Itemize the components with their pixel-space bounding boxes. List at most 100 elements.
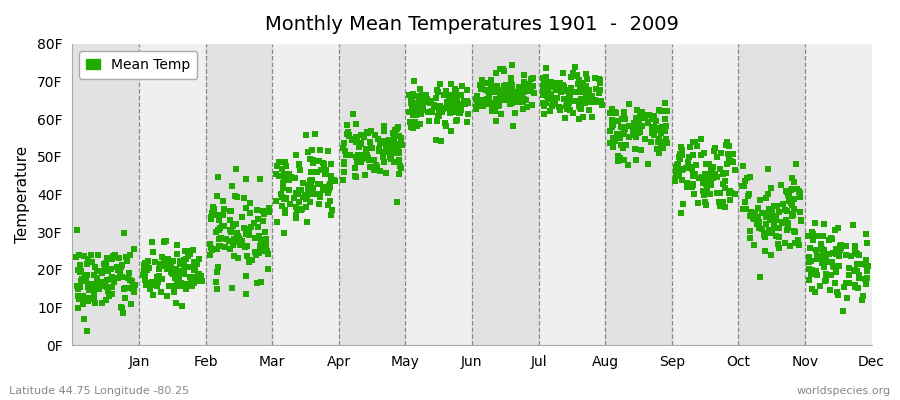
Point [277, 210, 292, 216]
Point [536, 100, 550, 106]
Point [545, 103, 560, 109]
Point [223, 208, 238, 214]
Point [830, 289, 844, 295]
Point [511, 99, 526, 106]
Point [514, 89, 528, 95]
Point [340, 130, 355, 137]
Point [289, 190, 303, 196]
Point [173, 261, 187, 268]
Point [319, 167, 333, 173]
Point [644, 125, 659, 132]
Point [164, 263, 178, 269]
Point [406, 124, 420, 131]
Point [374, 137, 389, 144]
Point [550, 80, 564, 86]
Point [245, 257, 259, 263]
Point [622, 134, 636, 140]
Point [388, 150, 402, 156]
Point [509, 98, 524, 104]
Point [98, 282, 112, 289]
Point [173, 283, 187, 289]
Point [413, 108, 428, 114]
Point [137, 269, 151, 276]
Point [430, 89, 445, 96]
Point [235, 238, 249, 244]
Point [475, 77, 490, 84]
Point [238, 272, 253, 279]
Point [772, 234, 787, 240]
Point [687, 191, 701, 198]
Point [367, 132, 382, 138]
Point [675, 167, 689, 174]
Point [382, 139, 397, 145]
Point [699, 173, 714, 179]
Point [790, 186, 805, 193]
Point [589, 86, 603, 92]
Point [764, 214, 778, 220]
Point [682, 182, 697, 189]
Point [846, 222, 860, 228]
Point [440, 99, 454, 106]
Point [322, 186, 337, 193]
Point [541, 85, 555, 91]
Point [307, 168, 321, 175]
Point [493, 89, 508, 96]
Point [298, 192, 312, 198]
Point [405, 105, 419, 112]
Point [553, 106, 567, 113]
Point [402, 109, 417, 115]
Point [159, 292, 174, 299]
Point [137, 267, 151, 273]
Point [94, 268, 109, 274]
Point [724, 189, 739, 196]
Point [100, 255, 114, 262]
Point [87, 295, 102, 301]
Point [306, 185, 320, 191]
Point [384, 140, 399, 146]
Point [325, 207, 339, 213]
Point [84, 252, 98, 258]
Point [859, 262, 873, 268]
Point [810, 256, 824, 262]
Point [593, 98, 608, 104]
Point [440, 100, 454, 106]
Point [409, 100, 423, 107]
Point [237, 224, 251, 231]
Point [727, 167, 742, 173]
Point [570, 72, 584, 78]
Point [616, 145, 631, 151]
Point [84, 281, 98, 287]
Point [489, 70, 503, 76]
Point [114, 304, 129, 310]
Point [629, 133, 643, 140]
Point [850, 260, 864, 267]
Point [449, 109, 464, 115]
Point [852, 272, 867, 278]
Point [262, 208, 276, 215]
Point [341, 132, 356, 138]
Point [316, 160, 330, 166]
Point [653, 108, 668, 114]
Point [495, 86, 509, 93]
Point [500, 86, 515, 93]
Point [759, 194, 773, 201]
Point [376, 154, 391, 160]
Point [611, 135, 625, 142]
Point [699, 181, 714, 187]
Point [173, 257, 187, 264]
Point [759, 214, 773, 220]
Point [508, 89, 523, 96]
Point [805, 286, 819, 292]
Point [809, 252, 824, 259]
Point [830, 248, 844, 254]
Point [106, 254, 121, 260]
Point [421, 118, 436, 124]
Point [504, 78, 518, 84]
Point [445, 92, 459, 99]
Point [254, 237, 268, 243]
Point [573, 89, 588, 95]
Point [517, 95, 531, 102]
Point [560, 106, 574, 112]
Point [468, 96, 482, 102]
Point [805, 229, 819, 235]
